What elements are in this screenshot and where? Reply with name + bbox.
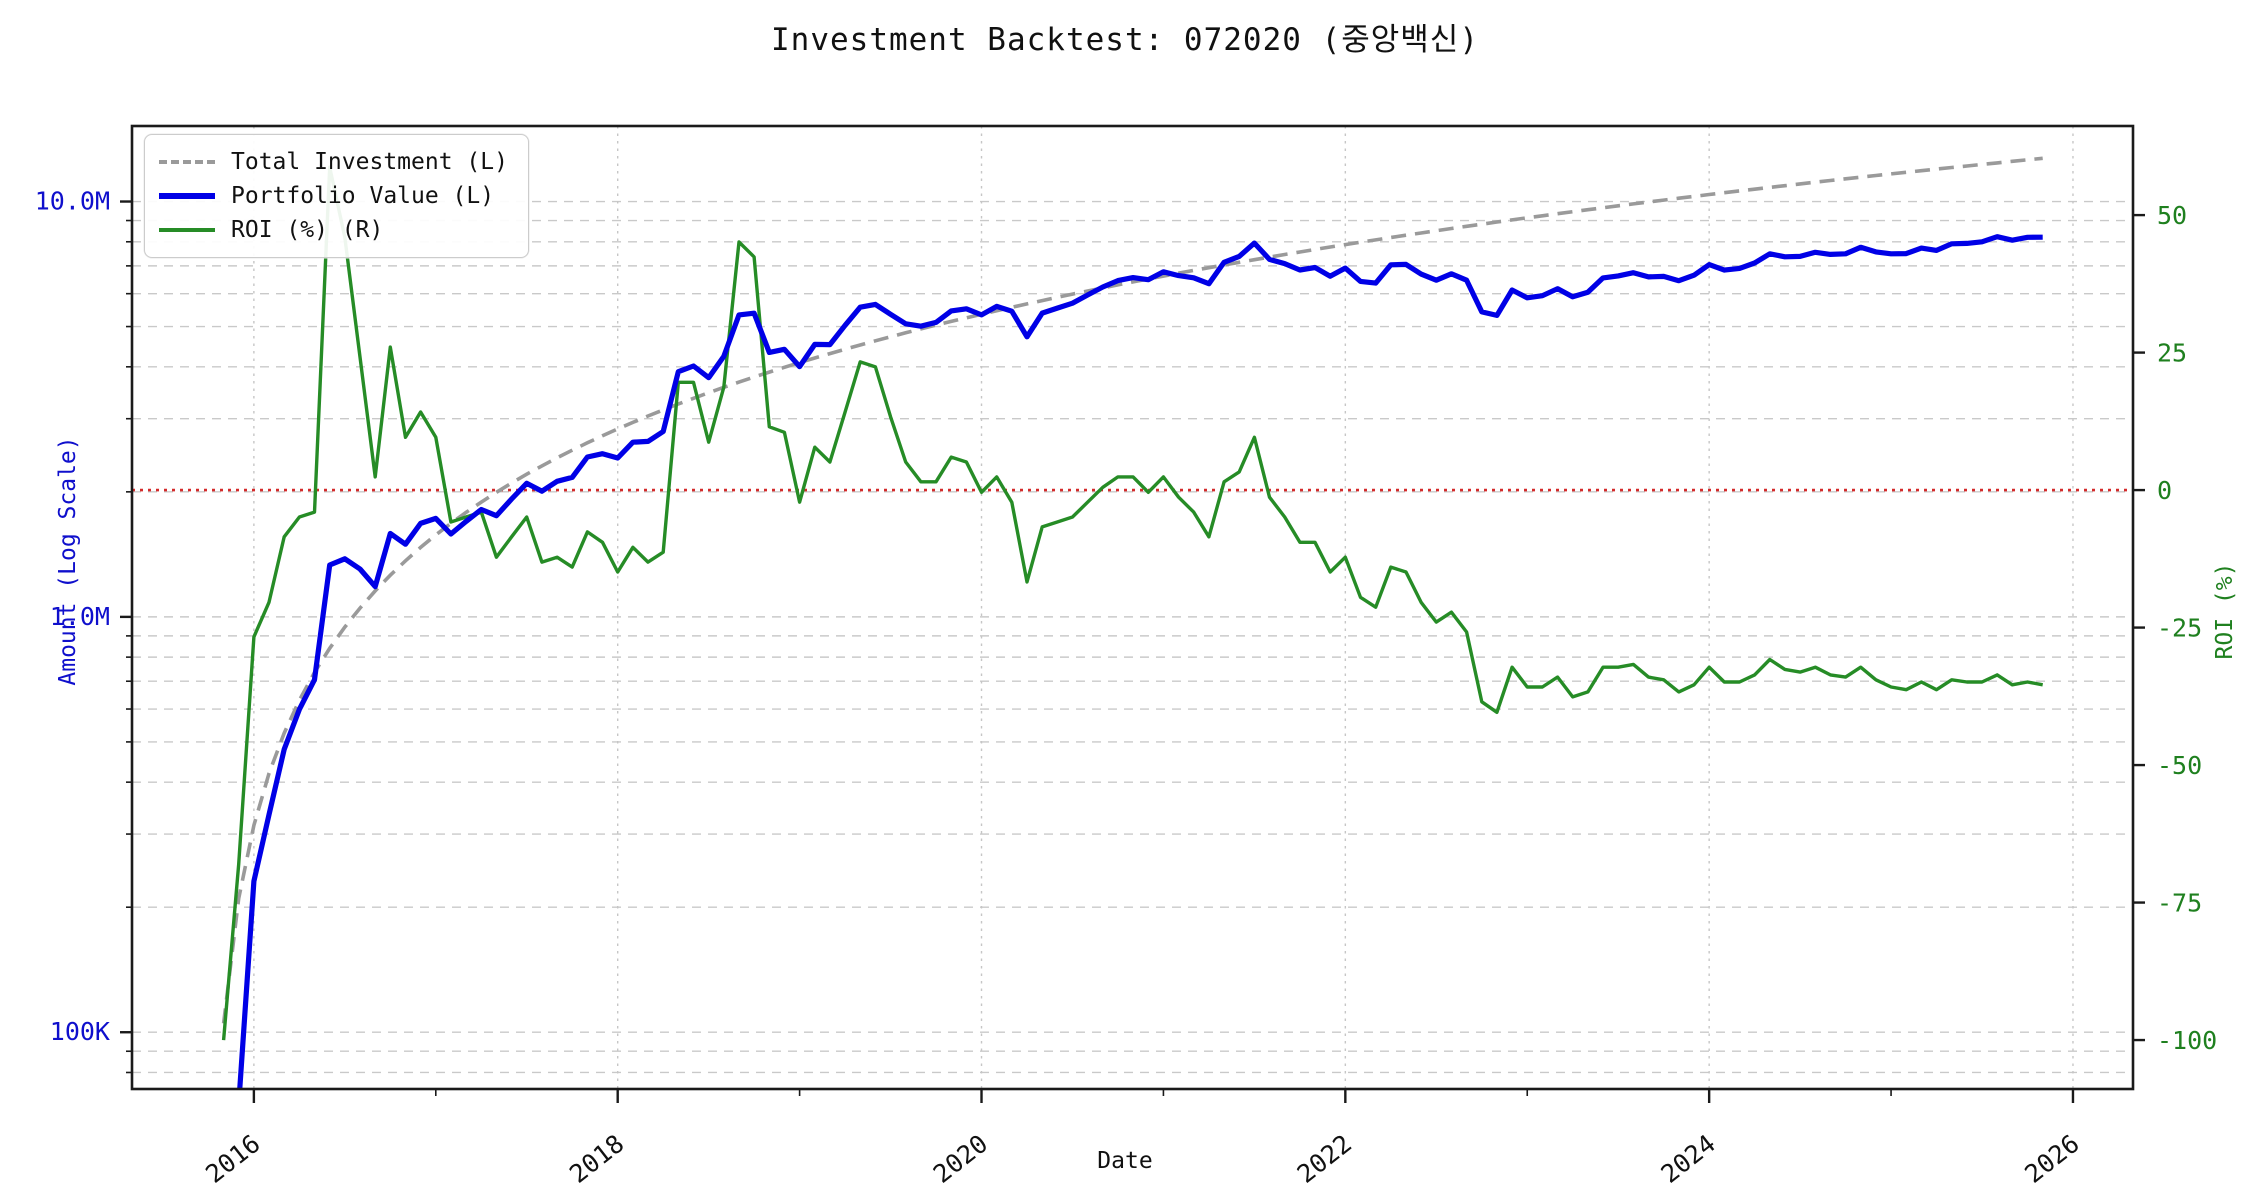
left-tick-label: 1.0M xyxy=(50,602,110,631)
roi-series xyxy=(221,165,2044,1041)
right-tick-label: -100 xyxy=(2157,1026,2217,1055)
legend-item-roi: ROI (%) (R) xyxy=(159,213,508,247)
legend-line-solid-icon xyxy=(159,193,215,199)
legend-item-portfolio-value: Portfolio Value (L) xyxy=(159,179,508,213)
left-axis-label: Amount (Log Scale) xyxy=(55,436,81,686)
right-tick-label: 0 xyxy=(2157,476,2172,505)
legend-item-total-investment: Total Investment (L) xyxy=(159,145,508,179)
right-tick-label: 25 xyxy=(2157,339,2187,368)
left-tick-label: 100K xyxy=(50,1017,110,1046)
legend: Total Investment (L) Portfolio Value (L)… xyxy=(144,134,529,258)
legend-label: Portfolio Value (L) xyxy=(231,183,495,209)
right-tick-label: -50 xyxy=(2157,751,2202,780)
right-tick-label: -75 xyxy=(2157,889,2202,918)
left-tick-label: 10.0M xyxy=(35,187,110,216)
plot-border xyxy=(130,124,2135,1091)
right-tick-label: 50 xyxy=(2157,201,2187,230)
portfolio-value-series xyxy=(237,234,2043,1089)
total-investment-series xyxy=(221,156,2043,1024)
right-axis-label: ROI (%) xyxy=(2212,562,2238,660)
chart-title: Investment Backtest: 072020 (중앙백신) xyxy=(771,22,1479,58)
x-axis-label: Date xyxy=(1097,1148,1153,1174)
legend-label: ROI (%) (R) xyxy=(231,217,384,243)
right-tick-label: -25 xyxy=(2157,614,2202,643)
legend-line-dashed-icon xyxy=(159,160,215,164)
legend-line-solid-icon xyxy=(159,228,215,232)
legend-label: Total Investment (L) xyxy=(231,149,508,175)
